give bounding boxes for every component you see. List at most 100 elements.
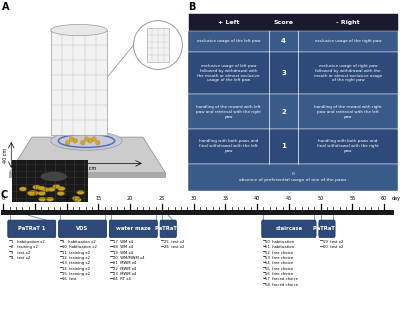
Text: 9   habituation x2: 9 habituation x2 xyxy=(62,240,96,244)
Circle shape xyxy=(48,187,55,192)
Text: handling of the reward with right
paw and retrieval with the left
paw: handling of the reward with right paw an… xyxy=(314,105,382,119)
Text: 25  test x2: 25 test x2 xyxy=(164,240,184,244)
Circle shape xyxy=(57,191,64,196)
Circle shape xyxy=(134,21,182,69)
Text: 23  MWM x4: 23 MWM x4 xyxy=(113,272,136,276)
FancyBboxPatch shape xyxy=(188,164,398,191)
FancyBboxPatch shape xyxy=(109,220,157,237)
Circle shape xyxy=(58,187,65,191)
Text: handling of the reward with left
paw and retrieval with the right
paw: handling of the reward with left paw and… xyxy=(196,105,261,119)
Circle shape xyxy=(19,187,27,191)
Circle shape xyxy=(88,139,92,143)
Circle shape xyxy=(46,197,54,201)
Circle shape xyxy=(77,190,84,195)
Text: VDS: VDS xyxy=(76,226,89,231)
Text: 50  habituation: 50 habituation xyxy=(265,240,294,244)
Bar xyxy=(147,28,169,62)
Text: handling with both paws and
final withdrawal with the left
paw: handling with both paws and final withdr… xyxy=(199,139,258,153)
FancyBboxPatch shape xyxy=(160,220,176,237)
FancyBboxPatch shape xyxy=(188,52,398,94)
FancyBboxPatch shape xyxy=(319,220,335,237)
Circle shape xyxy=(66,141,70,145)
Text: 1   habituation x2: 1 habituation x2 xyxy=(12,240,45,244)
Bar xyxy=(51,30,107,135)
Circle shape xyxy=(28,192,36,196)
Text: 1: 1 xyxy=(281,143,286,149)
Text: exclusive usage of right paw
followed by withdrawal with the
mouth or almost exc: exclusive usage of right paw followed by… xyxy=(314,64,382,83)
Circle shape xyxy=(69,137,74,141)
Circle shape xyxy=(27,191,35,195)
Text: exclusive usage of left paw
followed by withdrawal with
the mouth or almost excl: exclusive usage of left paw followed by … xyxy=(197,64,260,83)
Text: 3   test x2: 3 test x2 xyxy=(12,251,31,254)
Circle shape xyxy=(84,137,89,141)
Text: 16  test: 16 test xyxy=(62,277,77,281)
Text: handling with both paws and
final withdrawal with the right
paw: handling with both paws and final withdr… xyxy=(317,139,379,153)
Text: 18  WM x4: 18 WM x4 xyxy=(113,245,133,249)
Text: 19  WM x4: 19 WM x4 xyxy=(113,251,133,254)
Text: 3: 3 xyxy=(281,70,286,76)
FancyBboxPatch shape xyxy=(8,220,56,237)
Text: C: C xyxy=(1,191,8,201)
Text: 4   test x2: 4 test x2 xyxy=(12,256,31,260)
Text: 15  training x2: 15 training x2 xyxy=(62,272,90,276)
Text: 50: 50 xyxy=(318,196,324,201)
FancyBboxPatch shape xyxy=(188,13,398,31)
Text: 55: 55 xyxy=(349,196,356,201)
Circle shape xyxy=(38,191,46,195)
Text: + Left: + Left xyxy=(218,20,239,25)
Ellipse shape xyxy=(40,172,67,181)
Text: 12  training x2: 12 training x2 xyxy=(62,256,90,260)
Polygon shape xyxy=(10,137,166,173)
Text: 56  free choice: 56 free choice xyxy=(265,272,294,276)
Circle shape xyxy=(74,198,81,202)
Text: 30: 30 xyxy=(190,196,197,201)
Bar xyxy=(1,210,394,215)
Circle shape xyxy=(33,185,40,189)
Text: 17  WM x4: 17 WM x4 xyxy=(113,240,133,244)
Text: 10: 10 xyxy=(64,196,70,201)
FancyBboxPatch shape xyxy=(262,220,316,237)
Circle shape xyxy=(73,139,78,143)
Text: PaTRaT 1: PaTRaT 1 xyxy=(18,226,46,231)
FancyBboxPatch shape xyxy=(188,31,398,52)
Ellipse shape xyxy=(51,24,107,36)
Text: 11  training x2: 11 training x2 xyxy=(62,251,90,254)
Circle shape xyxy=(96,141,100,145)
Text: Score: Score xyxy=(274,20,294,25)
Text: 59  test x2: 59 test x2 xyxy=(322,240,343,244)
Text: 57  forced choice: 57 forced choice xyxy=(265,277,298,281)
Text: exclusive usage of the right paw: exclusive usage of the right paw xyxy=(315,39,381,44)
Text: staircase: staircase xyxy=(275,226,302,231)
Circle shape xyxy=(29,190,36,194)
Text: exclusive usage of the left paw: exclusive usage of the left paw xyxy=(197,39,260,44)
Text: 70 cm: 70 cm xyxy=(81,166,96,171)
FancyBboxPatch shape xyxy=(188,94,398,129)
Text: 24  RT x4: 24 RT x4 xyxy=(113,277,131,281)
Text: 0
absence of preferential usage of one of the paws: 0 absence of preferential usage of one o… xyxy=(239,172,347,182)
Text: 60: 60 xyxy=(381,196,387,201)
Text: - Right: - Right xyxy=(336,20,360,25)
Text: 10  habituation x2: 10 habituation x2 xyxy=(62,245,97,249)
Text: PaTRaT 2: PaTRaT 2 xyxy=(154,226,182,231)
Text: 45: 45 xyxy=(286,196,292,201)
Text: 40 cm: 40 cm xyxy=(2,147,8,162)
Text: water maze: water maze xyxy=(116,226,151,231)
Circle shape xyxy=(38,186,45,190)
Text: 25: 25 xyxy=(159,196,165,201)
Text: A: A xyxy=(2,2,9,12)
Text: 13  training x2: 13 training x2 xyxy=(62,261,90,265)
Text: 20  WM/MWM x4: 20 WM/MWM x4 xyxy=(113,256,145,260)
Text: 20: 20 xyxy=(127,196,133,201)
Text: 40: 40 xyxy=(254,196,260,201)
Text: 21  MWM x4: 21 MWM x4 xyxy=(113,261,136,265)
Text: 54  free choice: 54 free choice xyxy=(265,261,294,265)
Bar xyxy=(10,173,166,177)
Circle shape xyxy=(32,191,39,195)
Text: 15: 15 xyxy=(95,196,102,201)
Circle shape xyxy=(72,196,80,200)
Circle shape xyxy=(38,197,46,201)
Text: 4: 4 xyxy=(281,38,286,44)
Text: 0: 0 xyxy=(2,196,5,201)
Text: 60  test x2: 60 test x2 xyxy=(322,245,343,249)
Text: 58  forced choice: 58 forced choice xyxy=(265,283,298,287)
